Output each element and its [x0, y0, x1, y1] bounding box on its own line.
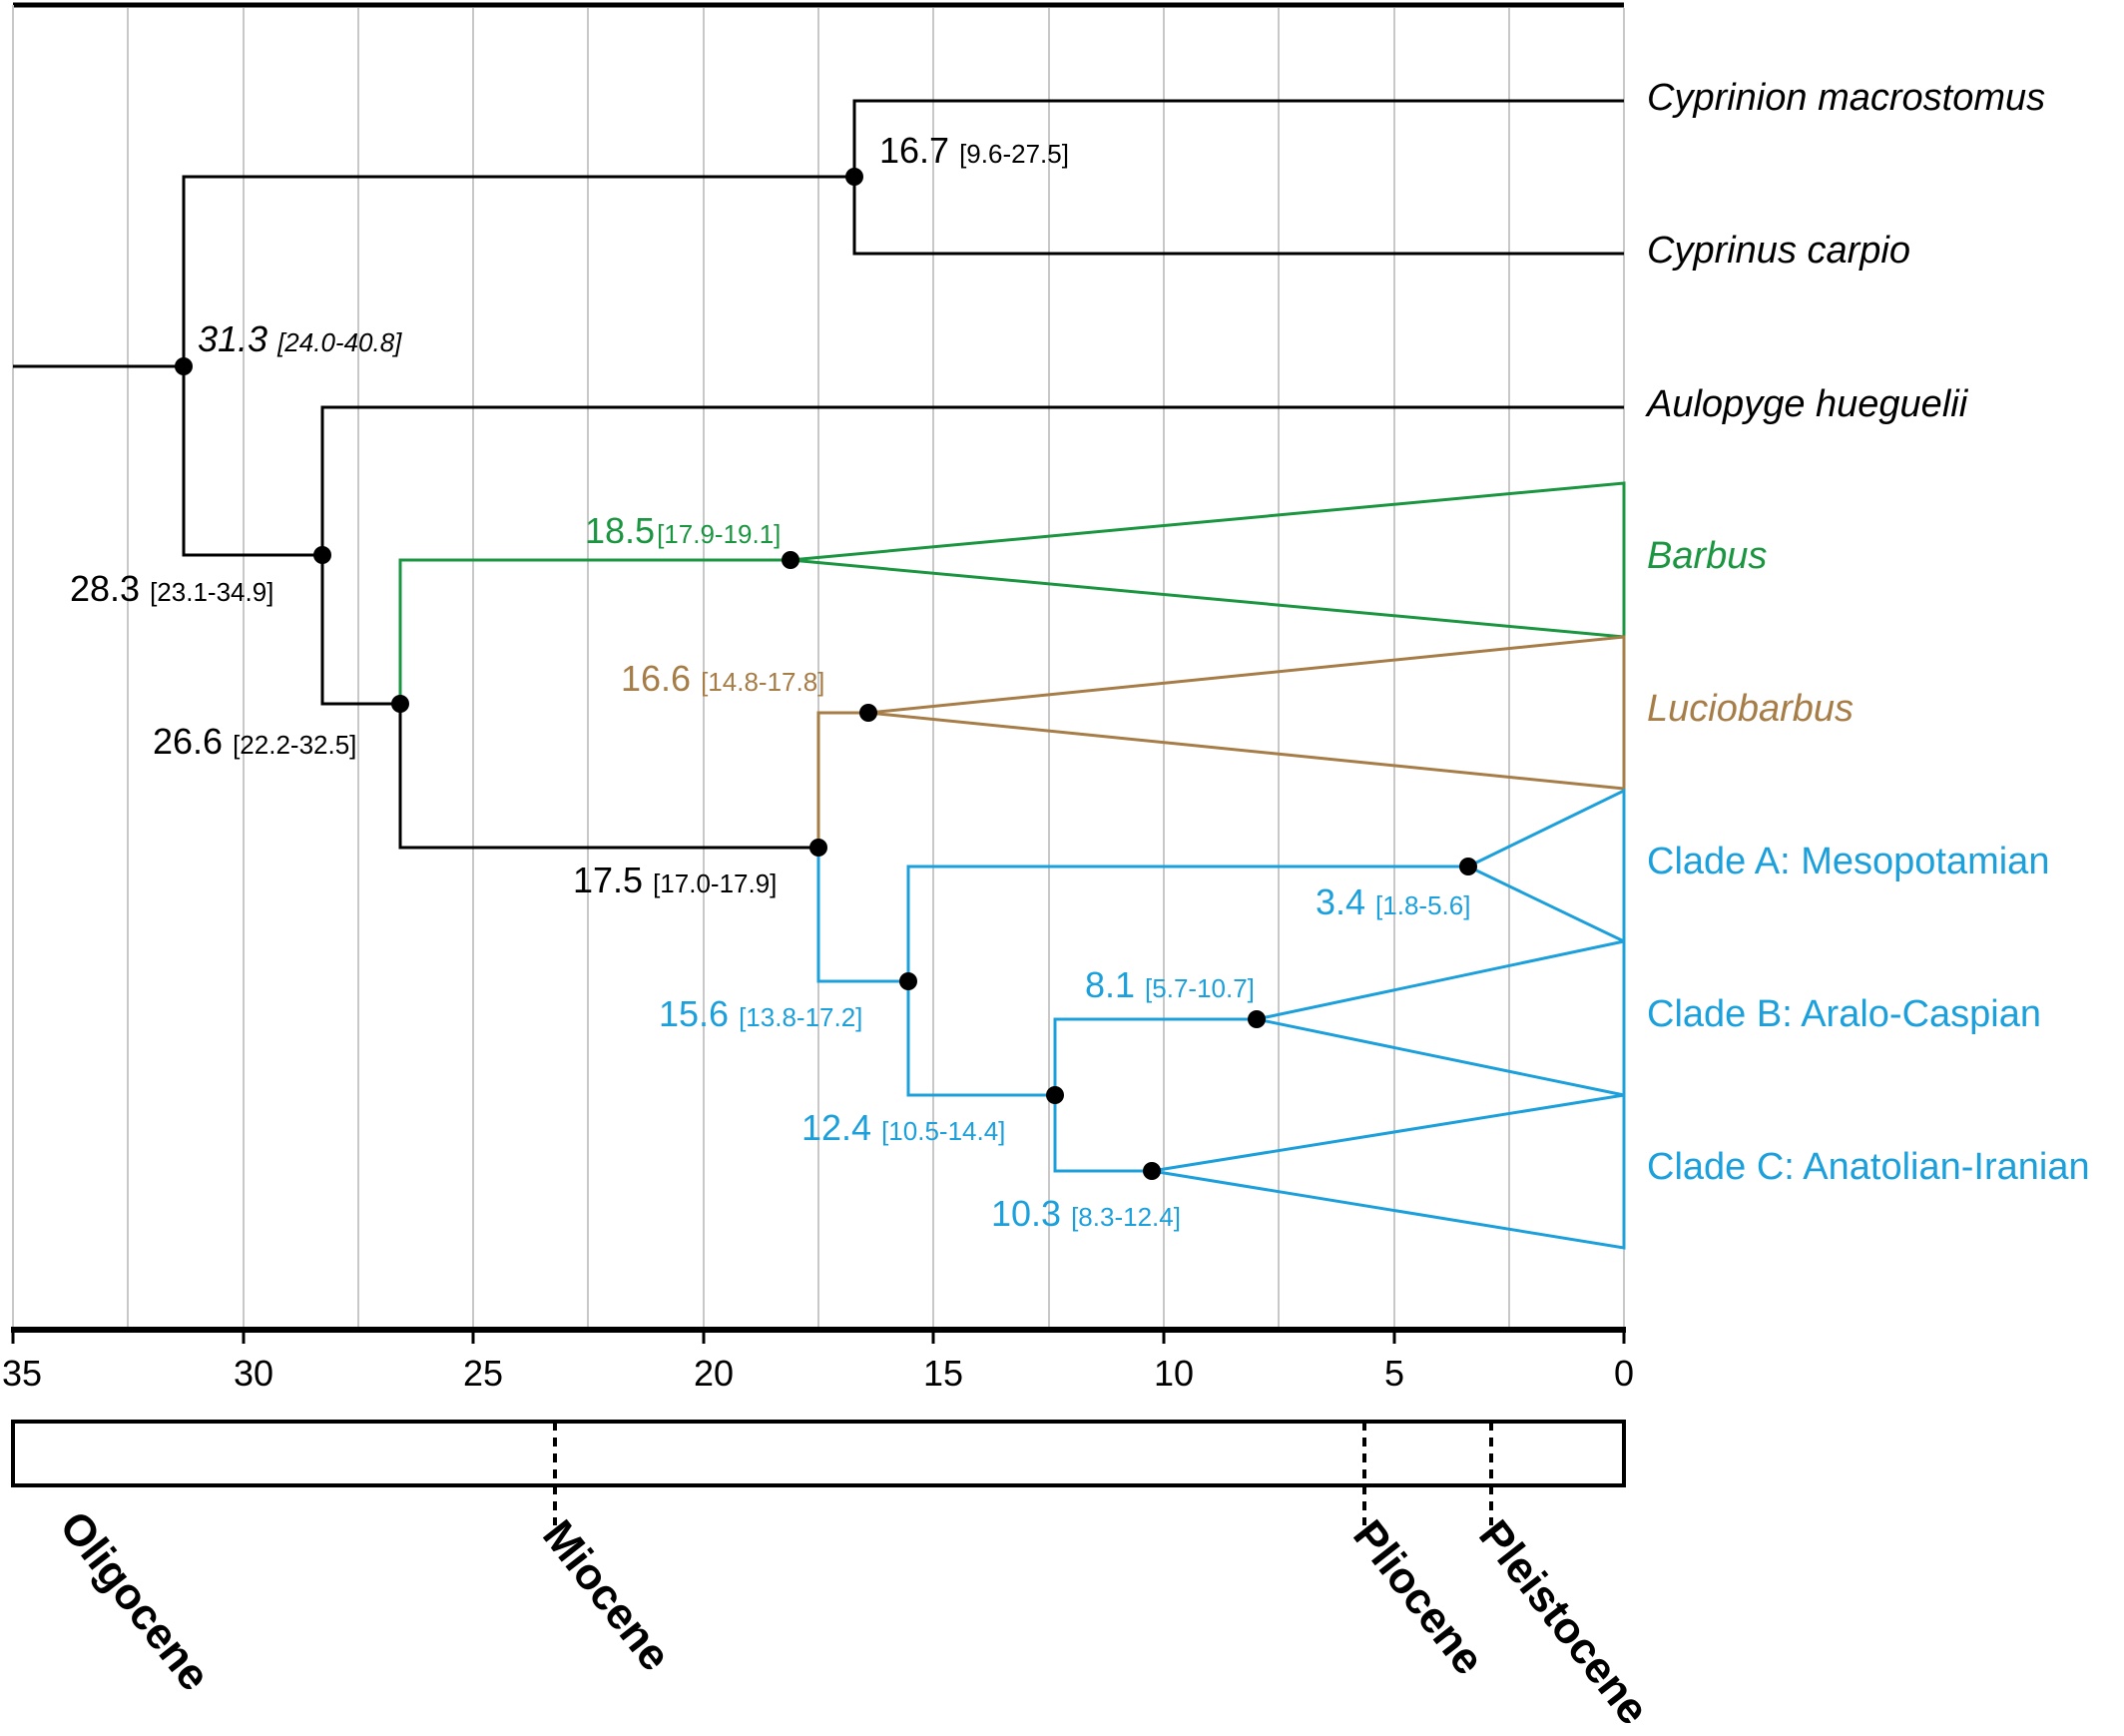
axis-tick-label: 10 [1154, 1353, 1194, 1394]
node-label-barbus-split: 26.6 [22.2-32.5] [153, 721, 356, 762]
clade-a-stem [906, 865, 1468, 981]
taxon-label-cyprinion: Cyprinion macrostomus [1647, 77, 2045, 119]
node-label-root: 31.3 [24.0-40.8] [198, 318, 402, 359]
axis-tick-label: 35 [2, 1353, 42, 1394]
clade-b-stem [1053, 1017, 1257, 1095]
node-label-luciobarbus-crown: 16.6 [14.8-17.8] [621, 658, 824, 699]
epoch-label-miocene: Miocene [533, 1511, 680, 1680]
clade-a-triangle [1464, 788, 1626, 944]
aulopyge-split-lower-branch [320, 555, 400, 706]
clade-c-stem [1053, 1095, 1152, 1173]
node-label-barbus-crown: 18.5[17.9-19.1] [585, 510, 781, 551]
epoch-label-oligocene: Oligocene [50, 1502, 220, 1700]
epoch-label-pleistocene: Pleistocene [1469, 1511, 1658, 1734]
node-dot [782, 551, 799, 569]
axis-tick-label: 5 [1384, 1353, 1404, 1394]
taxon-label-cyprinus: Cyprinus carpio [1647, 230, 1910, 272]
luciobarbus-triangle [867, 635, 1626, 791]
node-dot [809, 839, 827, 857]
node-label-clade-a-crown: 3.4 [1.8-5.6] [1316, 881, 1470, 922]
node-dot [1459, 858, 1477, 875]
taxon-label-clade-c: Clade C: Anatolian-Iranian [1647, 1146, 2090, 1188]
taxon-label-aulopyge: Aulopyge hueguelii [1645, 383, 1969, 425]
axis-tick-label: 30 [234, 1353, 273, 1394]
node-dot [175, 357, 193, 375]
epoch-bar-frame [11, 1420, 1626, 1487]
node-dot [313, 546, 331, 564]
clade-c-triangle [1151, 1093, 1626, 1250]
luciobarbus-branches [816, 635, 1626, 848]
barbus-branches [398, 481, 1626, 704]
node-dot [1248, 1010, 1266, 1028]
clade-b-triangle [1256, 939, 1626, 1097]
node-label-clade-b-crown: 8.1 [5.7-10.7] [1085, 964, 1255, 1005]
clade-branches [816, 788, 1626, 1250]
axis-tick-label: 20 [694, 1353, 734, 1394]
node-dot [1046, 1086, 1064, 1104]
cyprinus-branch [852, 177, 1624, 256]
taxon-label-clade-b: Clade B: Aralo-Caspian [1647, 993, 2041, 1035]
node-dot [845, 168, 863, 186]
node-label-luciobarbus-split: 17.5 [17.0-17.9] [573, 860, 777, 900]
epoch-bar: Oligocene Miocene Pliocene Pleistocene [11, 1420, 1658, 1734]
taxon-label-barbus: Barbus [1647, 535, 1767, 577]
root-upper-branch [182, 175, 854, 366]
aulopyge-branch [320, 405, 1624, 555]
barbus-stem [398, 558, 791, 704]
node-dot [391, 695, 409, 713]
node-label-aulopyge-split: 28.3 [23.1-34.9] [70, 568, 273, 609]
axis-tick-label: 25 [463, 1353, 503, 1394]
axis-tick-label: 0 [1614, 1353, 1634, 1394]
luciobarbus-stem [816, 711, 868, 848]
node-label-clade-abc: 15.6 [13.8-17.2] [659, 993, 862, 1034]
clade-bc-stem [906, 981, 1055, 1097]
node-dot [899, 972, 917, 990]
time-axis: 35 30 25 20 15 10 5 0 [2, 1327, 1634, 1394]
root-lower-branch [182, 366, 322, 557]
node-dots [175, 168, 1477, 1180]
barbus-triangle [790, 481, 1626, 639]
node-label-clade-bc: 12.4 [10.5-14.4] [801, 1107, 1005, 1148]
cyprinion-branch [852, 99, 1624, 177]
clade-abc-stem [816, 848, 908, 983]
barbus-split-lower-branch [398, 704, 818, 850]
node-label-cyprinion-cyprinus: 16.7 [9.6-27.5] [879, 130, 1069, 171]
node-dot [859, 704, 877, 722]
outgroup-branches [13, 99, 1624, 850]
taxon-label-clade-a: Clade A: Mesopotamian [1647, 841, 2049, 882]
node-dot [1143, 1162, 1161, 1180]
epoch-label-pliocene: Pliocene [1343, 1511, 1493, 1684]
taxon-label-luciobarbus: Luciobarbus [1647, 688, 1854, 730]
node-label-clade-c-crown: 10.3 [8.3-12.4] [991, 1193, 1181, 1234]
axis-tick-label: 15 [923, 1353, 963, 1394]
